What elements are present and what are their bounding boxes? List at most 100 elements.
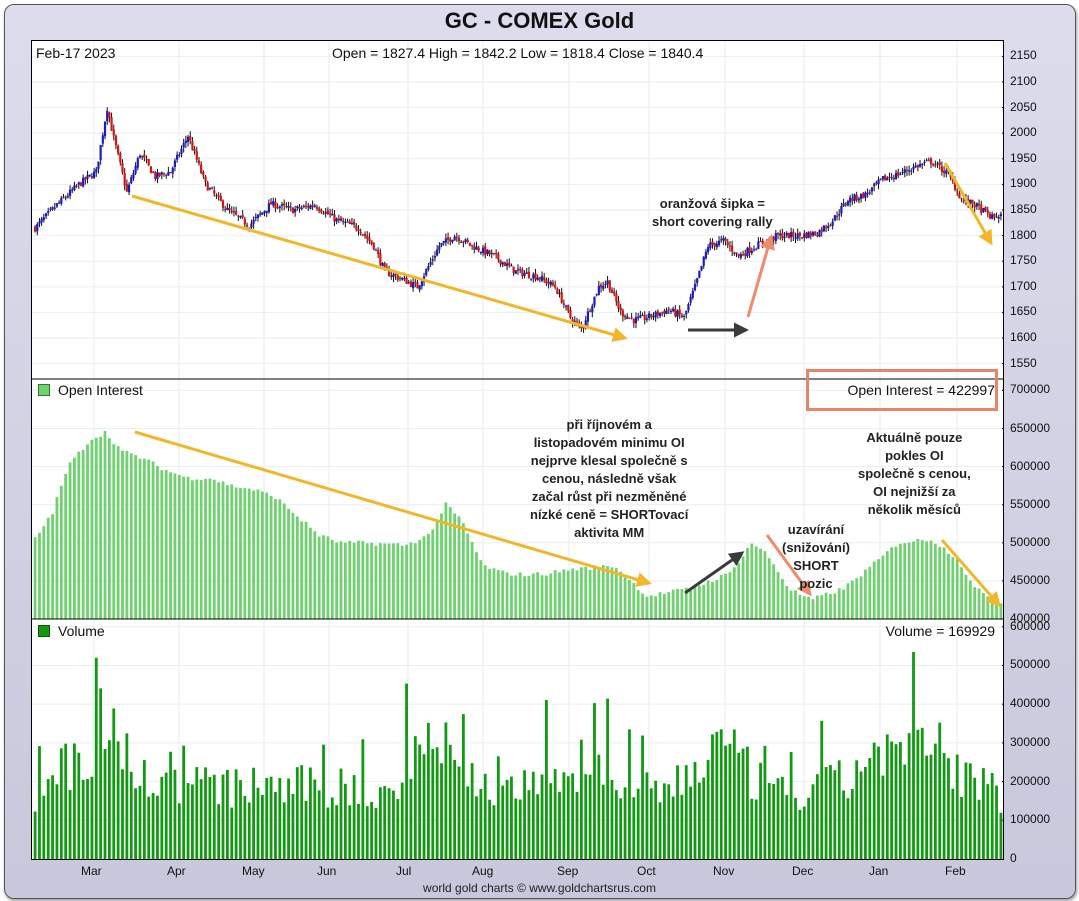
- oi-bar: [566, 570, 570, 619]
- oi-bar: [55, 497, 59, 619]
- volume-bar: [94, 657, 98, 859]
- candle-body: [55, 203, 59, 207]
- volume-bar: [309, 767, 312, 859]
- candle-body: [728, 245, 732, 247]
- volume-bar: [247, 802, 251, 859]
- candle-body: [40, 218, 43, 223]
- candle-body: [724, 238, 727, 242]
- candle-body: [60, 197, 63, 204]
- candle-body: [444, 238, 447, 243]
- candle-body: [86, 175, 89, 179]
- candle-body: [656, 311, 659, 316]
- oi-bar: [776, 572, 780, 619]
- candle-body: [912, 166, 915, 170]
- volume-bar: [73, 743, 76, 859]
- candle-body: [475, 246, 478, 250]
- oi-bar: [348, 540, 352, 619]
- candle-body: [182, 143, 185, 148]
- candle-body: [534, 273, 537, 280]
- volume-bar: [221, 774, 225, 859]
- candle-body: [320, 209, 323, 213]
- volume-bar: [239, 780, 242, 859]
- oi-bar: [387, 543, 391, 619]
- volume-bar: [156, 795, 159, 859]
- oi-tick-label: 600000: [1010, 458, 1051, 473]
- volume-bar: [448, 744, 452, 859]
- candle-body: [971, 199, 974, 205]
- candle-body: [580, 325, 583, 329]
- volume-bar: [995, 785, 998, 859]
- candle-body: [224, 208, 227, 210]
- candle-body: [741, 254, 745, 256]
- candle-body: [219, 195, 222, 201]
- candle-body: [285, 205, 288, 207]
- candle-body: [289, 206, 292, 208]
- oi-bar: [453, 513, 457, 619]
- volume-bar: [326, 807, 330, 859]
- oi-bar: [894, 546, 898, 619]
- volume-bar: [335, 805, 339, 859]
- volume-tick-label: 300000: [1010, 734, 1051, 749]
- oi-bar: [815, 595, 819, 619]
- volume-bar: [230, 807, 234, 859]
- volume-bar: [169, 751, 172, 859]
- annotation-orange-arrow: oranžová šipka = short covering rally: [652, 196, 773, 229]
- candle-body: [383, 263, 386, 268]
- candle-body: [641, 314, 644, 316]
- candle-body: [486, 249, 489, 255]
- volume-bar: [907, 733, 911, 859]
- oi-bar: [501, 570, 505, 619]
- candle-body: [918, 163, 922, 167]
- oi-bar: [829, 594, 832, 619]
- candle-body: [792, 231, 795, 237]
- volume-bar: [435, 747, 439, 859]
- oi-bar: [558, 572, 561, 619]
- volume-bar: [636, 788, 640, 859]
- oi-bar: [877, 559, 880, 619]
- volume-bar: [916, 729, 920, 859]
- oi-bar: [916, 538, 920, 619]
- candle-body: [468, 242, 472, 246]
- volume-bar: [107, 740, 111, 859]
- candle-body: [510, 265, 513, 267]
- oi-bar: [99, 436, 103, 619]
- volume-bar: [885, 734, 889, 859]
- candle-body: [980, 204, 983, 214]
- volume-bar: [361, 739, 365, 859]
- volume-bar: [872, 742, 876, 859]
- candle-body: [237, 215, 240, 217]
- candle-body: [772, 237, 775, 240]
- candle-body: [77, 182, 80, 185]
- volume-bar: [553, 769, 557, 859]
- oi-bar: [789, 590, 793, 619]
- candle-body: [304, 205, 308, 207]
- oi-bar: [802, 596, 806, 619]
- candle-body: [134, 166, 137, 174]
- volume-bar: [212, 774, 216, 859]
- oi-bar: [46, 517, 50, 619]
- oi-bar: [527, 575, 531, 619]
- month-tick-label: Dec: [792, 864, 814, 878]
- oi-bar: [173, 473, 177, 619]
- volume-bar: [365, 806, 369, 859]
- volume-bar: [138, 785, 142, 859]
- oi-bar: [221, 481, 225, 619]
- candle-body: [403, 277, 406, 279]
- candle-body: [615, 293, 618, 302]
- oi-bar: [641, 593, 644, 619]
- volume-bar: [134, 788, 138, 859]
- volume-label: Volume: [58, 623, 105, 639]
- oi-bar: [147, 459, 151, 619]
- volume-bar: [702, 777, 706, 859]
- volume-bar: [798, 809, 802, 859]
- candle-body: [346, 221, 349, 223]
- candle-body: [473, 246, 476, 250]
- candle-body: [348, 221, 351, 224]
- candle-body: [457, 237, 461, 242]
- oi-bar: [317, 536, 321, 619]
- candle-body: [564, 305, 568, 307]
- candle-body: [110, 117, 113, 131]
- candle-body: [757, 241, 760, 249]
- volume-bar: [383, 786, 387, 859]
- volume-bar: [868, 757, 872, 859]
